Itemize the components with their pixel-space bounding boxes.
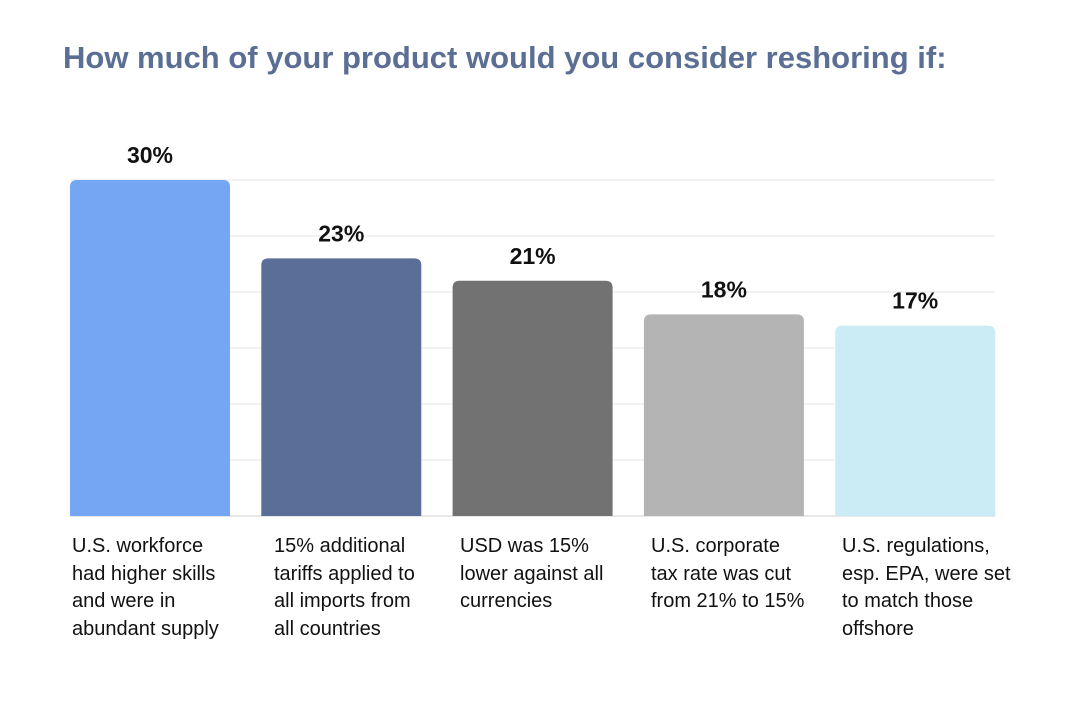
bar	[643, 314, 804, 516]
category-label-usd: USD was 15% lower against all currencies	[460, 535, 604, 612]
value-labels: 30% 23% 21% 18% 17%	[127, 142, 938, 314]
bar	[261, 258, 422, 516]
bar	[70, 180, 230, 516]
bar-value-label: 30%	[127, 142, 173, 168]
bar-value-label: 23%	[318, 220, 364, 246]
bar	[835, 325, 996, 516]
bar-value-label: 21%	[510, 243, 556, 269]
category-label-tax-rate: U.S. corporate tax rate was cut from 21%…	[651, 535, 805, 612]
bar-value-label: 18%	[701, 276, 747, 302]
bar	[452, 280, 613, 516]
category-label-tariffs: 15% additional tariffs applied to all im…	[274, 535, 415, 640]
category-label-workforce: U.S. workforce had higher skills and wer…	[72, 535, 219, 640]
chart-title: How much of your product would you consi…	[63, 40, 947, 75]
category-label-regulations: U.S. regulations, esp. EPA, were set to …	[842, 535, 1011, 640]
bars	[70, 180, 996, 516]
bar-value-label: 17%	[892, 288, 938, 314]
